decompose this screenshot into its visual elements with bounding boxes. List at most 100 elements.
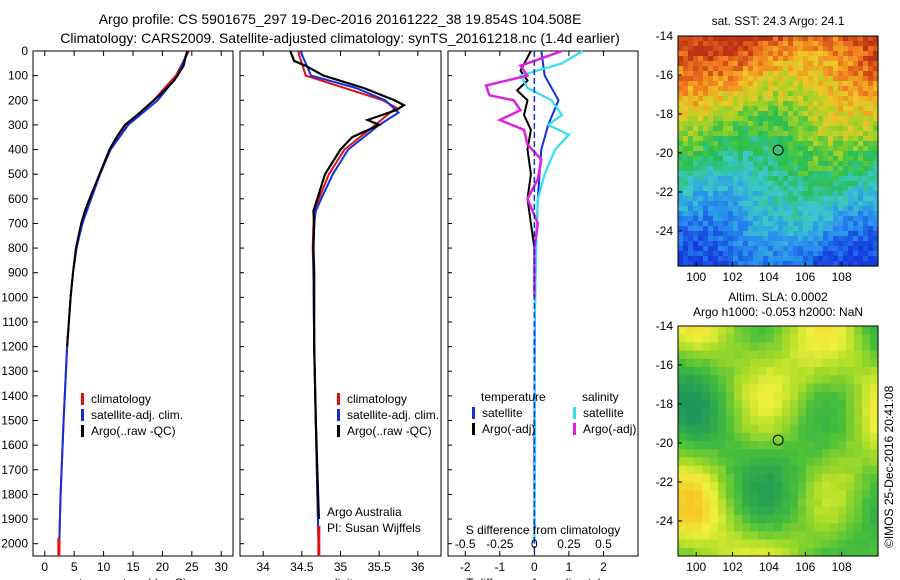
heatmap-cell: [830, 547, 839, 557]
heatmap-cell: [694, 391, 703, 401]
heatmap-cell: [873, 106, 879, 112]
heatmap-cell: [693, 251, 699, 257]
heatmap-cell: [846, 350, 855, 360]
heatmap-cell: [858, 211, 864, 217]
heatmap-cell: [693, 231, 699, 237]
heatmap-cell: [808, 186, 814, 192]
heatmap-cell: [790, 375, 799, 385]
heatmap-cell: [823, 261, 829, 267]
heatmap-cell: [702, 506, 711, 516]
heatmap-cell: [838, 246, 844, 252]
heatmap-cell: [828, 261, 834, 267]
heatmap-cell: [708, 106, 714, 112]
heatmap-cell: [790, 367, 799, 376]
heatmap-cell: [728, 46, 734, 52]
heatmap-cell: [683, 76, 689, 82]
heatmap-cell: [766, 432, 775, 442]
heatmap-cell: [868, 176, 874, 182]
heatmap-cell: [750, 531, 759, 541]
heatmap-cell: [828, 131, 834, 137]
heatmap-cell: [818, 46, 824, 52]
heatmap-cell: [798, 141, 804, 147]
heatmap-cell: [814, 498, 823, 508]
heatmap-cell: [693, 151, 699, 157]
heatmap-cell: [702, 326, 711, 335]
heatmap-cell: [848, 156, 854, 162]
heatmap-cell: [788, 61, 794, 67]
map-frame: [677, 325, 879, 557]
heatmap-cell: [710, 498, 719, 508]
heatmap-cell: [808, 106, 814, 112]
heatmap-cell: [768, 166, 774, 172]
heatmap-cell: [773, 156, 779, 162]
heatmap-cell: [870, 506, 879, 516]
heatmap-cell: [688, 86, 694, 92]
heatmap-cell: [723, 81, 729, 87]
heatmap-cell: [768, 81, 774, 87]
heatmap-cell: [870, 531, 879, 541]
heatmap-cell: [688, 166, 694, 172]
heatmap-cell: [703, 196, 709, 202]
heatmap-cell: [793, 156, 799, 162]
heatmap-cell: [773, 56, 779, 62]
heatmap-cell: [798, 201, 804, 207]
heatmap-cell: [713, 186, 719, 192]
heatmap-cell: [750, 465, 759, 475]
heatmap-cell: [728, 96, 734, 102]
heatmap-cell: [806, 350, 815, 360]
heatmap-cell: [758, 256, 764, 262]
heatmap-cell: [863, 121, 869, 127]
heatmap-cell: [710, 326, 719, 335]
heatmap-cell: [806, 391, 815, 401]
heatmap-cell: [734, 408, 743, 417]
y-tick-label: -14: [656, 319, 674, 333]
heatmap-cell: [686, 490, 695, 500]
heatmap-cell: [683, 41, 689, 47]
heatmap-cell: [848, 171, 854, 177]
heatmap-cell: [793, 56, 799, 62]
heatmap-cell: [823, 66, 829, 72]
heatmap-cell: [738, 221, 744, 227]
heatmap-cell: [813, 121, 819, 127]
heatmap-cell: [833, 121, 839, 127]
heatmap-cell: [778, 86, 784, 92]
heatmap-cell: [733, 106, 739, 112]
heatmap-cell: [813, 51, 819, 57]
heatmap-cell: [798, 166, 804, 172]
heatmap-cell: [718, 211, 724, 217]
heatmap-cell: [863, 166, 869, 172]
heatmap-cell: [738, 161, 744, 167]
heatmap-cell: [742, 391, 751, 401]
heatmap-cell: [793, 231, 799, 237]
heatmap-cell: [823, 191, 829, 197]
heatmap-cell: [838, 226, 844, 232]
heatmap-cell: [768, 56, 774, 62]
heatmap-cell: [748, 51, 754, 57]
heatmap-cell: [808, 91, 814, 97]
heatmap-cell: [694, 523, 703, 532]
heatmap-cell: [763, 116, 769, 122]
heatmap-cell: [813, 166, 819, 172]
heatmap-cell: [798, 256, 804, 262]
heatmap-cell: [853, 61, 859, 67]
series-line-argo-raw-qc-: [66, 50, 189, 347]
heatmap-cell: [813, 176, 819, 182]
heatmap-cell: [838, 156, 844, 162]
heatmap-cell: [823, 96, 829, 102]
heatmap-cell: [854, 367, 863, 376]
heatmap-cell: [833, 221, 839, 227]
heatmap-cell: [708, 261, 714, 267]
heatmap-cell: [858, 41, 864, 47]
heatmap-cell: [733, 51, 739, 57]
heatmap-cell: [774, 391, 783, 401]
heatmap-cell: [758, 141, 764, 147]
heatmap-cell: [713, 251, 719, 257]
heatmap-cell: [743, 76, 749, 82]
heatmap-cell: [750, 482, 759, 491]
heatmap-cell: [726, 416, 735, 426]
heatmap-cell: [790, 482, 799, 491]
heatmap-cell: [694, 424, 703, 434]
heatmap-cell: [694, 465, 703, 475]
heatmap-cell: [728, 206, 734, 212]
heatmap-cell: [793, 161, 799, 167]
